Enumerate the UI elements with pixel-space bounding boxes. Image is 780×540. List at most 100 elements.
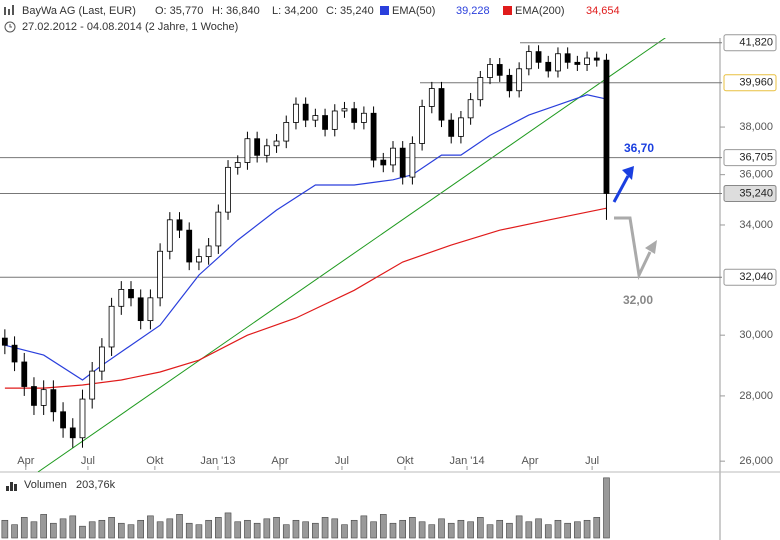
volume-bar: [350, 519, 358, 539]
volume-bar: [554, 519, 562, 539]
candle-body: [390, 147, 396, 166]
candle-body: [98, 346, 105, 372]
x-tick-label: Jul: [585, 455, 599, 467]
volume-bar: [234, 521, 242, 539]
level-box: [723, 268, 777, 286]
volume-bar: [127, 524, 135, 539]
candle-body: [399, 147, 406, 178]
volume-bar: [166, 518, 174, 539]
candle-body: [147, 297, 154, 322]
candle-body: [322, 115, 328, 130]
candle-body: [351, 108, 358, 123]
x-tick-label: Okt: [146, 455, 163, 467]
volume-bar: [564, 522, 571, 539]
volume-bar: [40, 514, 47, 539]
volume-bar: [418, 521, 426, 539]
x-tick-label: Apr: [521, 455, 538, 467]
volume-bar: [312, 522, 319, 539]
volume-label: Volumen: [24, 479, 67, 491]
volume-bar: [525, 521, 533, 539]
volume-bar: [496, 519, 504, 539]
volume-bar: [108, 517, 115, 539]
level-label: 36,705: [739, 151, 773, 163]
volume-bar: [263, 518, 271, 539]
candle-body: [79, 398, 86, 439]
volume-bar: [137, 519, 145, 539]
volume-bar: [535, 518, 542, 539]
chart-icon: [4, 5, 14, 15]
volume-bar: [59, 518, 67, 539]
candle-body: [225, 166, 231, 213]
ema-line: [4, 207, 607, 389]
volume-bar: [486, 524, 494, 539]
volume-bar: [50, 522, 57, 539]
legend-label: EMA(200): [515, 5, 565, 17]
candle-body: [137, 297, 144, 322]
legend-value: 39,228: [456, 5, 490, 17]
candle-body: [118, 289, 125, 307]
volume-bar: [185, 522, 193, 539]
candle-body: [370, 112, 377, 161]
candle-body: [273, 140, 280, 147]
y-tick-label: 36,000: [739, 169, 773, 181]
volume-bar: [341, 524, 348, 539]
y-tick-label: 38,000: [739, 121, 773, 133]
y-tick-label: 30,000: [739, 329, 773, 341]
candle-body: [1, 337, 8, 346]
volume-bar: [205, 519, 212, 539]
candle-body: [525, 51, 532, 70]
y-tick-label: 28,000: [739, 390, 773, 402]
volume-bar: [409, 517, 416, 539]
volume-bar: [574, 521, 581, 539]
candle-body: [283, 122, 290, 142]
volume-bar: [379, 514, 387, 539]
candle-body: [254, 138, 261, 156]
volume-bar: [224, 512, 232, 539]
volume-bar: [302, 521, 309, 539]
level-label: 41,820: [739, 37, 773, 49]
legend-value: 34,654: [586, 5, 620, 17]
volume-bar: [593, 517, 601, 539]
candle-body: [409, 143, 416, 178]
candle-body: [545, 61, 552, 72]
candle-body: [108, 305, 115, 348]
volume-bar: [253, 522, 261, 539]
candle-body: [186, 229, 193, 263]
volume-bar: [20, 517, 28, 539]
ema-line: [4, 94, 607, 381]
candle-body: [487, 64, 493, 78]
volume-bar: [321, 517, 329, 539]
y-tick-label: 26,000: [739, 455, 773, 467]
scenario-arrowhead: [645, 240, 657, 254]
volume-bar: [467, 521, 474, 539]
candle-body: [584, 57, 590, 65]
volume-bar: [273, 517, 280, 539]
candle-body: [89, 370, 96, 400]
candle-body: [535, 51, 542, 63]
candle-body: [593, 57, 600, 61]
level-label: 39,960: [739, 77, 773, 89]
volume-bar: [117, 522, 125, 539]
candle-body: [458, 117, 464, 137]
volume-bar: [506, 522, 513, 539]
x-tick-label: Jul: [81, 455, 95, 467]
candle-body: [341, 108, 348, 112]
volume-bar: [244, 519, 251, 539]
volume-bar: [583, 519, 591, 539]
level-label: 35,240: [739, 187, 773, 199]
candle-body: [263, 145, 270, 156]
candle-body: [21, 361, 28, 387]
candle-body: [574, 61, 581, 65]
candle-body: [438, 88, 445, 121]
candle-body: [506, 74, 513, 92]
candle-body: [69, 427, 76, 439]
ohlc-high: H: 36,840: [212, 5, 260, 17]
volume-bar: [331, 518, 339, 539]
volume-bar: [98, 519, 106, 539]
candle-body: [50, 389, 57, 413]
volume-bar: [79, 525, 86, 539]
ohlc-open: O: 35,770: [155, 5, 203, 17]
candle-body: [448, 119, 455, 137]
candle-body: [467, 99, 474, 119]
candle-body: [380, 159, 387, 166]
